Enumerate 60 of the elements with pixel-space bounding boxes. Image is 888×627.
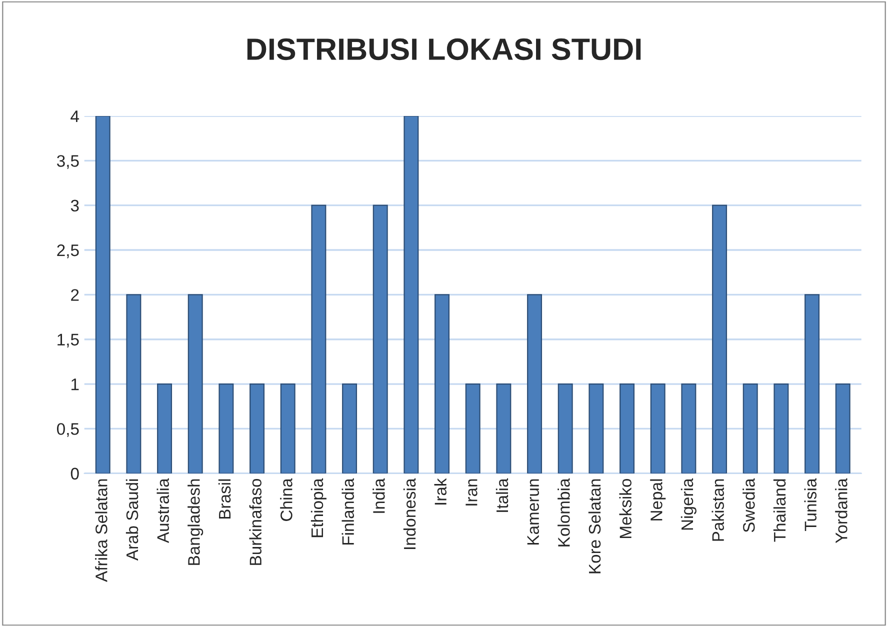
x-tick-label: Brasil [218,479,231,519]
bar [280,383,296,474]
x-tick-label: Bangladesh [188,479,204,565]
bar [588,383,604,474]
y-tick-label: 2,5 [57,244,79,258]
bar [157,383,172,474]
y-tick-label: 2 [71,289,79,301]
x-tick-label: Finlandia [342,478,354,545]
bar [188,294,203,474]
bar [527,294,542,474]
x-tick-label: Tunisia [804,478,816,531]
x-tick-label: Ethiopia [310,478,326,538]
chart-title: DISTRIBUSI LOKASI STUDI [247,38,641,60]
y-tick-label: 1,5 [58,334,79,348]
x-tick-label: Burkinafaso [249,478,262,565]
bar [742,383,758,474]
bar [712,204,728,474]
y-tick-label: 0 [70,468,79,480]
x-tick-label: Nepal [650,479,666,520]
x-tick-label: Afrika Selatan [95,479,108,582]
bar [620,383,635,474]
bar [126,294,142,474]
x-tick-label: India [372,478,385,513]
y-tick-label: 1 [72,378,79,390]
bar [681,383,696,474]
x-tick-label: Pakistan [712,479,724,541]
x-tick-label: Kore Selatan [588,479,601,574]
y-tick-label: 3,5 [56,155,79,169]
bar [404,116,419,474]
x-tick-label: Italia [496,478,508,512]
y-tick-label: 3 [70,200,79,212]
y-tick-label: 0,5 [56,423,79,437]
x-tick-label: Iran [466,479,478,506]
x-tick-label: Nigeria [680,478,696,530]
y-tick-label: 4 [70,110,80,122]
bar [774,383,789,474]
x-tick-label: Irak [434,478,446,504]
bar [434,294,450,474]
x-tick-label: Arab Saudi [126,479,138,561]
x-tick-label: Meksiko [619,478,632,538]
x-tick-label: Swedia [742,478,755,532]
x-tick-label: Thailand [773,479,786,542]
x-tick-label: Indonesia [403,478,416,549]
x-tick-label: Kamerun [527,479,539,544]
bar [218,383,234,474]
bar [250,383,265,474]
bar [372,204,388,474]
bar [496,383,512,474]
bar [650,383,666,474]
bar [835,383,850,474]
x-tick-label: China [280,478,292,521]
bar [465,383,480,474]
bar [95,116,110,474]
bar [804,294,820,474]
x-tick-label: Kolombia [558,478,570,546]
x-tick-label: Australia [156,478,169,544]
bar [342,383,358,474]
x-tick-label: Yordania [835,478,848,544]
bar [311,204,326,474]
bar [558,383,573,474]
